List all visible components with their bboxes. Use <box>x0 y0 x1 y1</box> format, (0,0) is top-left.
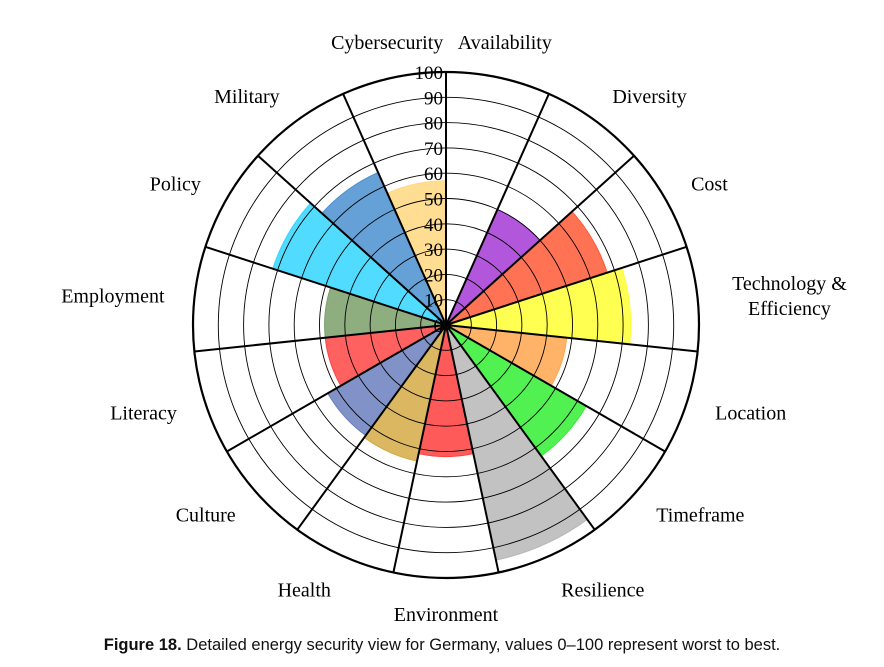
figure-caption: Figure 18. Detailed energy security view… <box>0 636 884 655</box>
category-label-cybersecurity: Cybersecurity <box>331 32 443 54</box>
spoke-line <box>342 93 447 326</box>
category-label-diversity: Diversity <box>612 86 686 108</box>
category-label-environment: Environment <box>394 604 499 626</box>
category-label-timeframe: Timeframe <box>656 504 744 526</box>
radial-tick-30: 30 <box>424 240 443 261</box>
radial-tick-20: 20 <box>424 265 443 286</box>
category-label-health: Health <box>278 580 331 602</box>
spoke-line <box>445 324 666 453</box>
category-label-literacy: Literacy <box>110 402 177 424</box>
spoke-line <box>445 324 596 531</box>
category-label-policy: Policy <box>150 174 201 196</box>
spoke-line <box>445 324 500 573</box>
category-label-culture: Culture <box>176 504 236 526</box>
radial-tick-layer: 0 10 20 30 40 50 60 70 80 90 100 <box>415 63 444 337</box>
category-label-technology-and-efficiency: Technology & Efficiency <box>732 273 847 320</box>
spoke-line <box>205 245 447 326</box>
radial-tick-100: 100 <box>415 63 444 84</box>
category-label-employment: Employment <box>61 285 165 307</box>
radial-tick-0: 0 <box>434 316 444 337</box>
radial-tick-70: 70 <box>424 139 443 160</box>
spoke-line <box>445 93 550 326</box>
radial-tick-80: 80 <box>424 114 443 135</box>
spoke-line <box>445 154 635 326</box>
spoke-line <box>392 324 447 573</box>
category-label-resilience: Resilience <box>561 580 644 602</box>
radial-tick-10: 10 <box>424 291 443 312</box>
spoke-line <box>445 245 687 326</box>
radial-tick-60: 60 <box>424 164 443 185</box>
spoke-line <box>194 324 447 353</box>
category-label-cost: Cost <box>691 174 728 196</box>
category-label-layer: Availability Diversity Cost Technology & Eff… <box>61 32 847 626</box>
radial-tick-40: 40 <box>424 215 443 236</box>
spoke-line <box>445 324 698 353</box>
polar-area-chart: 0 10 20 30 40 50 60 70 80 90 100 Availability Diver… <box>61 32 847 626</box>
spoke-line <box>296 324 447 531</box>
spoke-line <box>257 154 447 326</box>
category-label-location: Location <box>715 402 786 424</box>
radial-tick-50: 50 <box>424 190 443 211</box>
category-label-military: Military <box>214 86 280 108</box>
radial-tick-90: 90 <box>424 88 443 109</box>
category-label-availability: Availability <box>458 32 552 54</box>
caption-label: Figure 18. <box>103 636 182 654</box>
grid-layer <box>191 70 701 580</box>
caption-text: Detailed energy security view for German… <box>186 636 781 654</box>
spoke-line <box>226 324 447 453</box>
